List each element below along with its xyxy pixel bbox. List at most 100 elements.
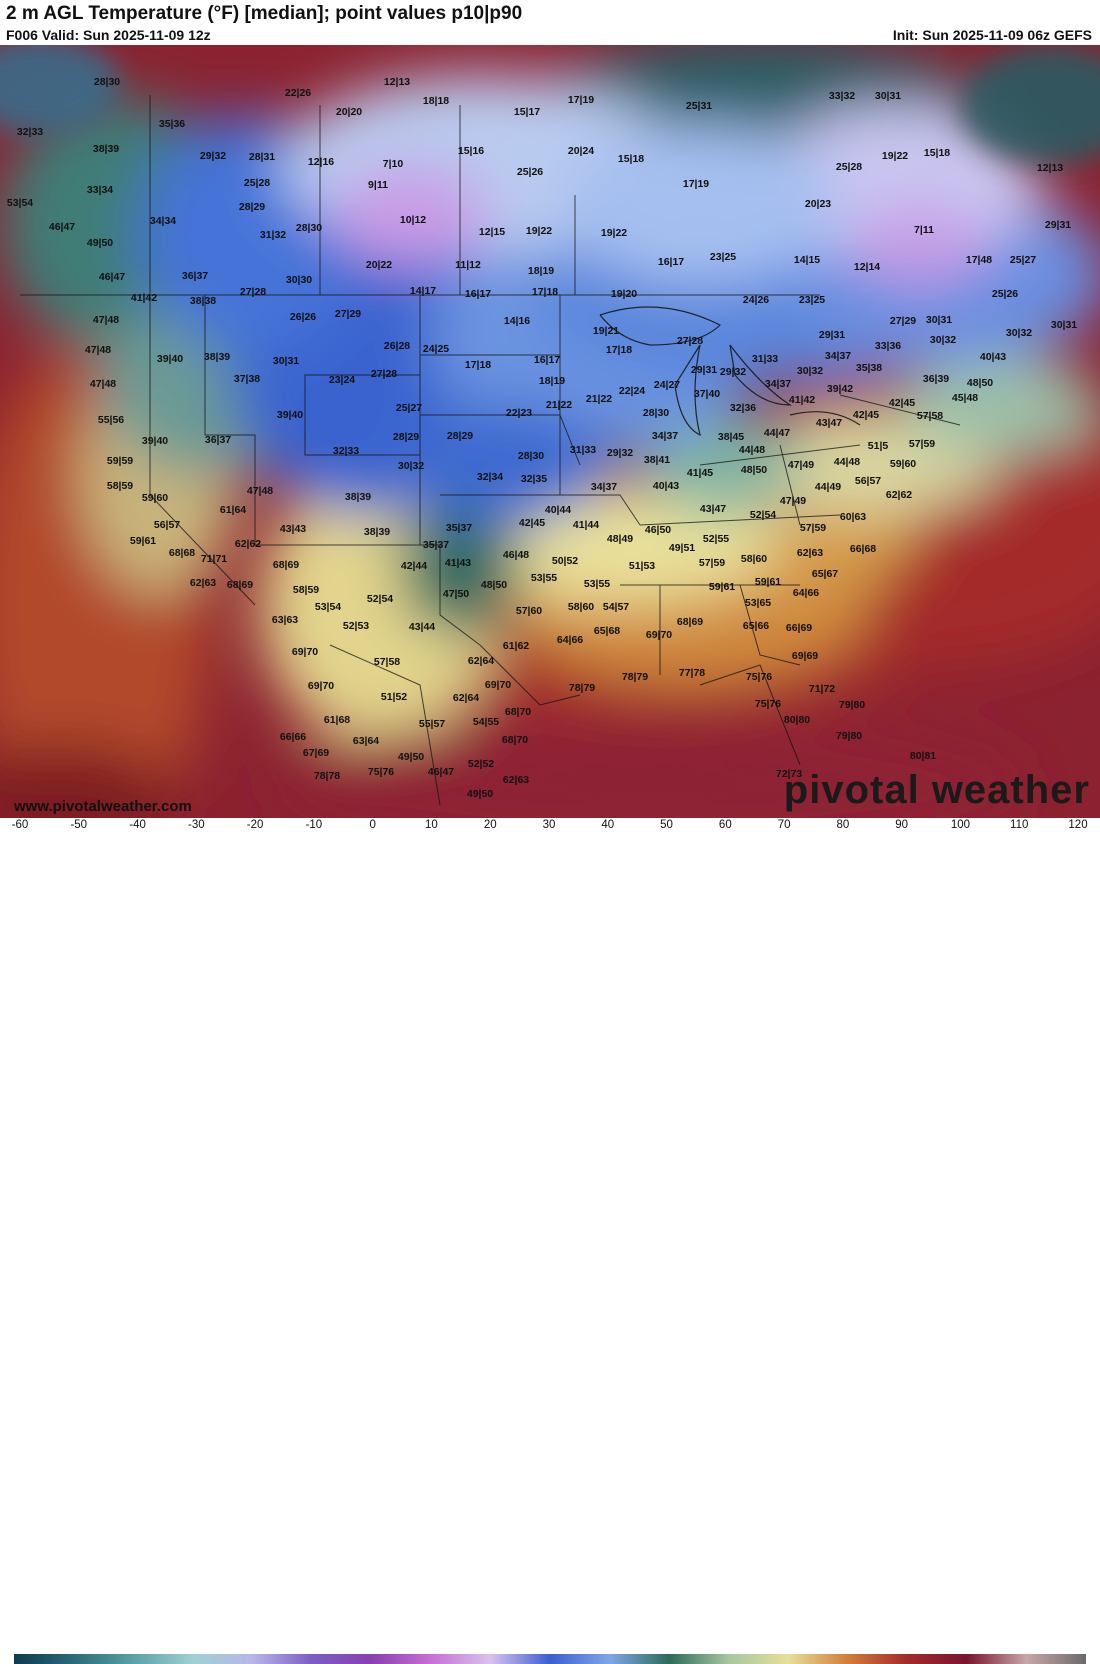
point-value: 25|26 (991, 287, 1019, 300)
point-value: 12|13 (383, 75, 411, 88)
point-value: 61|64 (219, 503, 247, 516)
point-value: 31|32 (259, 228, 287, 241)
point-value: 7|11 (914, 223, 934, 236)
point-value: 34|37 (764, 377, 792, 390)
colorbar-tick-label: 120 (1068, 819, 1088, 831)
point-value: 20|23 (804, 197, 832, 210)
point-value: 40|44 (544, 503, 572, 516)
point-value: 46|50 (644, 523, 672, 536)
point-value: 52|52 (467, 757, 495, 770)
point-value: 62|64 (452, 691, 480, 704)
point-value: 71|71 (200, 552, 228, 565)
point-value: 18|18 (422, 94, 450, 107)
point-value: 46|47 (48, 220, 76, 233)
point-value: 12|16 (307, 155, 335, 168)
point-value: 48|50 (740, 463, 768, 476)
point-value: 35|38 (855, 361, 883, 374)
colorbar-tick-label: 10 (425, 819, 438, 831)
colorbar-tick-label: -30 (188, 819, 205, 831)
point-value: 57|59 (908, 437, 936, 450)
point-value: 47|49 (787, 458, 815, 471)
point-value: 36|37 (204, 433, 232, 446)
colorbar-tick-label: 60 (718, 819, 732, 831)
point-value: 14|15 (793, 253, 821, 266)
point-value: 35|37 (445, 521, 473, 534)
point-value: 42|45 (518, 516, 546, 529)
point-value: 23|24 (328, 373, 356, 386)
colorbar-tick-label: 20 (483, 819, 497, 831)
point-value: 49|50 (397, 750, 425, 763)
point-value: 25|27 (1009, 253, 1037, 266)
point-value: 63|64 (352, 734, 380, 747)
point-value: 24|26 (742, 293, 770, 306)
point-value: 68|70 (501, 733, 529, 746)
point-value: 62|63 (189, 576, 217, 589)
point-value: 19|21 (592, 324, 620, 337)
colorbar-tick-label: 90 (895, 819, 909, 831)
colorbar-tick-label: 80 (836, 819, 850, 831)
point-value: 80|80 (783, 713, 811, 726)
point-value: 59|60 (141, 491, 169, 504)
point-value: 34|37 (590, 480, 618, 493)
point-value: 62|64 (467, 654, 495, 667)
point-value: 15|17 (513, 105, 541, 118)
point-value: 38|39 (92, 142, 120, 155)
point-value: 31|33 (751, 352, 779, 365)
point-value: 17|19 (682, 177, 710, 190)
point-value: 30|31 (925, 313, 953, 326)
point-value: 38|39 (203, 350, 231, 363)
point-value: 26|28 (383, 339, 411, 352)
point-value: 65|67 (811, 567, 839, 580)
point-value: 20|20 (335, 105, 363, 118)
point-value: 27|28 (370, 367, 398, 380)
point-value: 25|31 (685, 99, 713, 112)
point-value: 38|41 (643, 453, 671, 466)
point-value: 14|17 (409, 284, 437, 297)
point-value: 27|29 (889, 314, 917, 327)
point-value: 75|76 (754, 697, 782, 710)
point-value: 57|59 (698, 556, 726, 569)
point-value: 17|19 (567, 93, 595, 106)
point-value: 68|69 (272, 558, 300, 571)
point-value: 78|79 (621, 670, 649, 683)
point-value: 22|23 (505, 406, 533, 419)
temperature-map[interactable]: 28|30 12|13 22|26 18|18 17|19 25|31 33|32 30|31… (0, 45, 1100, 818)
point-value: 32|36 (729, 401, 757, 414)
point-value: 57|60 (515, 604, 543, 617)
point-value: 29|32 (199, 149, 227, 162)
brand-watermark: pivotal weather (783, 768, 1090, 812)
point-value: 47|50 (442, 587, 470, 600)
point-value: 25|26 (516, 165, 544, 178)
colorbar-tick-label: 50 (660, 819, 673, 831)
point-value: 66|66 (279, 730, 307, 743)
point-value: 57|58 (373, 655, 401, 668)
point-value: 75|76 (367, 765, 395, 778)
point-value: 27|29 (334, 307, 362, 320)
point-value: 15|16 (457, 144, 485, 157)
point-value: 36|37 (181, 269, 209, 282)
point-value: 72|73 (775, 767, 803, 780)
site-url[interactable]: www.pivotalweather.com (14, 798, 192, 815)
point-value: 44|48 (833, 455, 861, 468)
point-value: 14|16 (503, 314, 531, 327)
point-value: 24|27 (653, 378, 681, 391)
point-value: 39|40 (156, 352, 184, 365)
point-value: 41|45 (686, 466, 714, 479)
point-value: 57|59 (799, 521, 827, 534)
point-value: 25|28 (243, 176, 271, 189)
point-value: 12|13 (1036, 161, 1064, 174)
point-value: 79|80 (838, 698, 866, 711)
point-value: 29|31 (690, 363, 718, 376)
point-value: 20|24 (567, 144, 595, 157)
point-value: 53|55 (583, 577, 611, 590)
point-value: 49|51 (668, 541, 696, 554)
point-value: 34|37 (651, 429, 679, 442)
point-value: 43|47 (699, 502, 727, 515)
point-value: 18|19 (527, 264, 555, 277)
point-value: 53|55 (530, 571, 558, 584)
point-value: 41|42 (130, 291, 158, 304)
point-value: 49|50 (86, 236, 114, 249)
point-value: 29|32 (719, 365, 747, 378)
point-value: 52|54 (366, 592, 394, 605)
point-value: 26|26 (289, 310, 317, 323)
